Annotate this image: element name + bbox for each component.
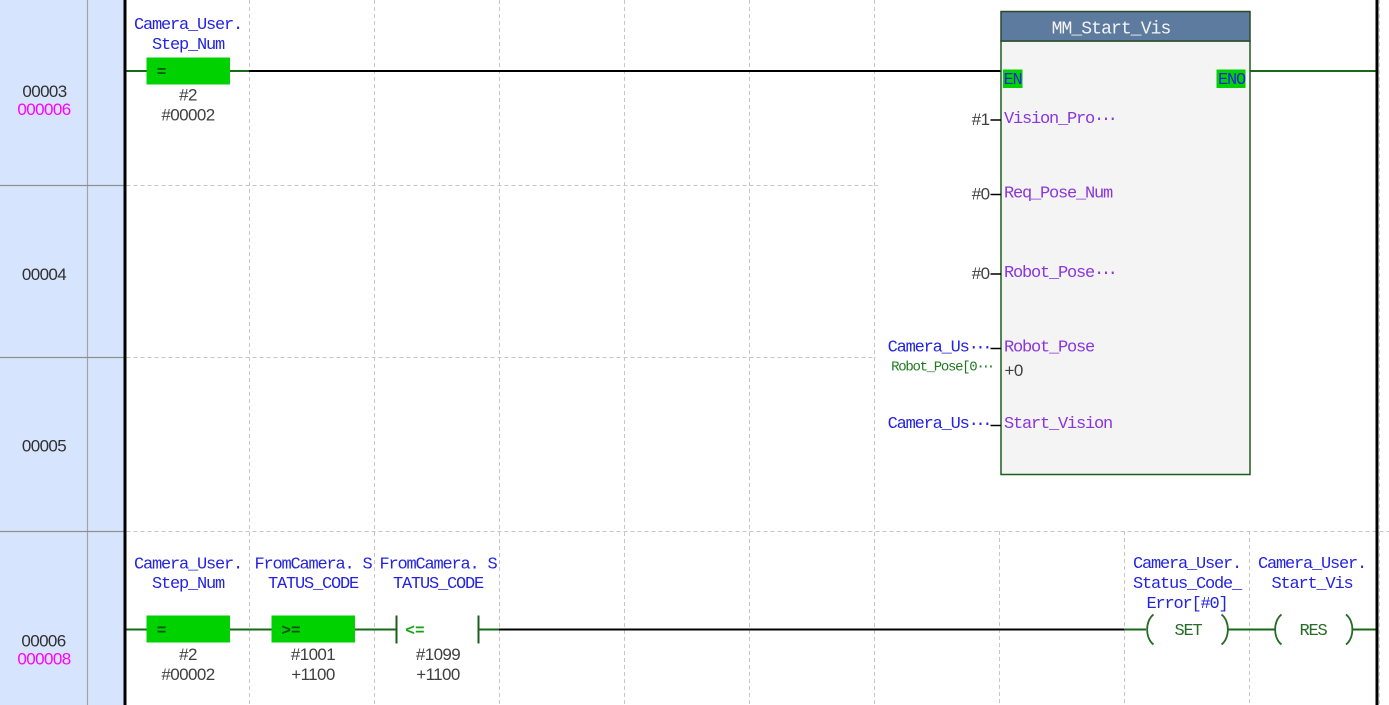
svg-text:SET: SET xyxy=(1174,622,1202,641)
svg-text:TATUS_CODE: TATUS_CODE xyxy=(393,575,484,594)
svg-text:000008: 000008 xyxy=(17,650,70,669)
svg-text:<=: <= xyxy=(405,622,424,640)
svg-text:#00002: #00002 xyxy=(161,106,214,125)
svg-text:Camera_User.: Camera_User. xyxy=(1258,555,1366,574)
svg-text:#1: #1 xyxy=(972,110,990,129)
svg-text:Robot_Pose···: Robot_Pose··· xyxy=(1004,264,1115,283)
svg-text:#2: #2 xyxy=(179,86,197,105)
svg-text:Step_Num: Step_Num xyxy=(152,575,225,594)
svg-text:=: = xyxy=(157,622,167,640)
svg-text:#00002: #00002 xyxy=(161,665,214,684)
svg-text:Camera_User.: Camera_User. xyxy=(134,16,242,35)
svg-text:000006: 000006 xyxy=(17,100,70,119)
svg-text:+0: +0 xyxy=(1005,361,1023,380)
svg-text:RES: RES xyxy=(1299,622,1327,641)
svg-text:>=: >= xyxy=(281,622,300,640)
svg-text:Camera_Us···: Camera_Us··· xyxy=(888,415,990,434)
svg-text:Status_Code_: Status_Code_ xyxy=(1133,575,1243,594)
svg-text:ENO: ENO xyxy=(1218,71,1246,90)
svg-text:Camera_Us···: Camera_Us··· xyxy=(888,339,990,358)
svg-text:+1100: +1100 xyxy=(416,665,460,684)
svg-text:MM_Start_Vis: MM_Start_Vis xyxy=(1052,20,1171,40)
svg-text:#0: #0 xyxy=(972,185,990,204)
svg-text:+1100: +1100 xyxy=(291,665,335,684)
svg-text:Robot_Pose: Robot_Pose xyxy=(1004,339,1095,358)
svg-text:#1001: #1001 xyxy=(291,645,335,664)
svg-text:TATUS_CODE: TATUS_CODE xyxy=(268,575,359,594)
svg-text:FromCamera. S: FromCamera. S xyxy=(379,556,497,575)
svg-text:Robot_Pose[0···: Robot_Pose[0··· xyxy=(891,360,992,376)
svg-text:Camera_User.: Camera_User. xyxy=(134,556,242,575)
svg-text:Start_Vis: Start_Vis xyxy=(1271,575,1352,594)
svg-text:EN: EN xyxy=(1003,71,1021,90)
svg-text:00005: 00005 xyxy=(22,437,66,456)
svg-text:Camera_User.: Camera_User. xyxy=(1133,555,1241,574)
svg-text:Req_Pose_Num: Req_Pose_Num xyxy=(1004,185,1113,204)
svg-text:Start_Vision: Start_Vision xyxy=(1004,415,1112,434)
svg-text:00006: 00006 xyxy=(21,632,65,651)
svg-text:FromCamera. S: FromCamera. S xyxy=(254,556,372,575)
svg-text:Step_Num: Step_Num xyxy=(152,36,225,55)
svg-text:#2: #2 xyxy=(179,645,197,664)
svg-text:Error[#0]: Error[#0] xyxy=(1146,595,1227,614)
svg-text:00004: 00004 xyxy=(22,265,66,284)
svg-text:Vision_Pro···: Vision_Pro··· xyxy=(1004,110,1115,129)
svg-text:#1099: #1099 xyxy=(416,645,460,664)
svg-text:00003: 00003 xyxy=(22,82,66,101)
svg-text:=: = xyxy=(157,64,167,82)
svg-text:#0: #0 xyxy=(972,264,990,283)
